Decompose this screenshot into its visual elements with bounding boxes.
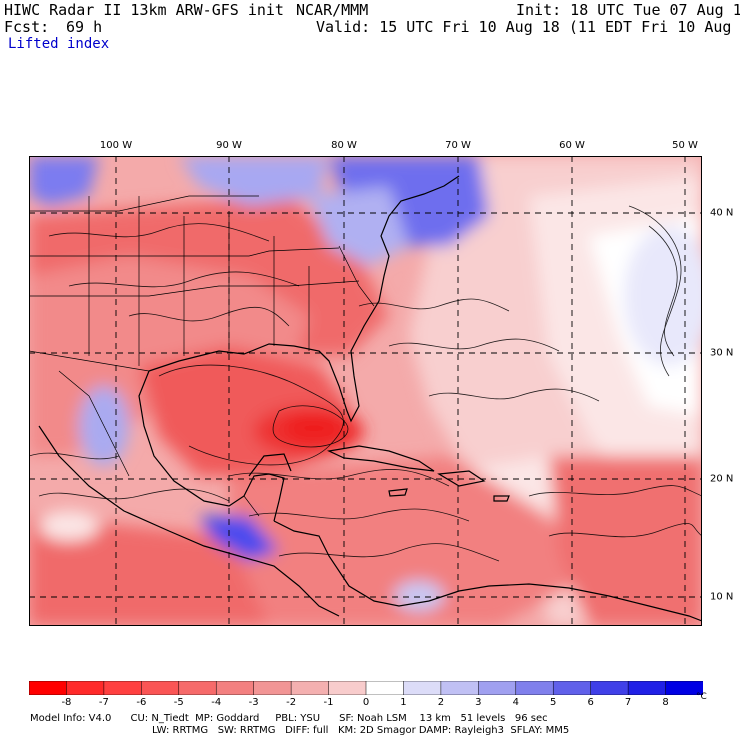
lon-label-100w: 100 W [99,140,133,151]
colorbar-swatch [178,681,217,695]
colorbar-swatch [478,681,517,695]
colorbar [29,681,703,695]
forecast-label: Fcst: [4,18,50,36]
colorbar-tick-label: 7 [624,697,632,708]
model-info-line-1: Model Info: V4.0 CU: N_Tiedt MP: Goddard… [30,713,548,724]
colorbar-swatch [328,681,367,695]
colorbar-swatch [103,681,143,695]
colorbar-tick-label: -4 [211,697,222,708]
lon-label-50w: 50 W [672,140,698,151]
colorbar-swatch [66,681,105,695]
colorbar-swatch [665,681,703,695]
lat-lon-grid [29,156,702,626]
colorbar-swatch [515,681,554,695]
lat-label-30n: 30 N [710,347,734,359]
colorbar-swatch [29,681,68,695]
organization-label: NCAR/MMM [296,1,369,19]
lon-label-90w: 90 W [216,140,242,151]
lon-label-70w: 70 W [445,140,471,151]
colorbar-swatch [590,681,629,695]
colorbar-swatch [253,681,292,695]
colorbar-tick-label: -5 [173,697,184,708]
colorbar-swatch [141,681,180,695]
colorbar-tick-label: 4 [512,697,519,708]
lat-label-40n: 40 N [710,207,734,219]
field-name: Lifted index [8,36,110,52]
model-title: HIWC Radar II 13km ARW-GFS init [4,1,284,19]
colorbar-tick-label: -6 [136,697,147,708]
contour-lines [29,205,702,562]
colorbar-tick-label: 2 [437,697,445,708]
model-info-line-2: LW: RRTMG SW: RRTMG DIFF: full KM: 2D Sm… [152,725,570,736]
colorbar-tick-label: -8 [61,697,72,708]
lifted-index-map [29,156,702,626]
lon-label-60w: 60 W [559,140,585,151]
colorbar-swatch [215,681,255,695]
colorbar-tick-label: -1 [323,697,334,708]
map-frame [29,156,702,626]
colorbar-swatch [290,681,330,695]
colorbar-tick-label: 5 [550,697,557,708]
colorbar-swatch [627,681,667,695]
colorbar-tick-label: -7 [98,697,109,708]
colorbar-tick-label: 3 [475,697,482,708]
colorbar-swatch [365,681,405,695]
colorbar-swatch [403,681,442,695]
colorbar-tick-label: 8 [662,697,669,708]
lat-label-10n: 10 N [710,591,734,603]
political-borders [29,195,375,517]
colorbar-unit: °C [696,692,707,702]
lifted-index-field [29,156,702,626]
colorbar-tick-label: 0 [362,697,370,708]
colorbar-swatch [552,681,592,695]
init-time: Init: 18 UTC Tue 07 Aug 18 [516,1,740,19]
colorbar-tick-label: 6 [587,697,594,708]
lon-label-80w: 80 W [331,140,357,151]
colorbar-tick-label: 1 [400,697,407,708]
lat-label-20n: 20 N [710,473,734,485]
forecast-hour: 69 h [66,18,103,36]
valid-time: Valid: 15 UTC Fri 10 Aug 18 (11 EDT Fri … [316,18,740,36]
colorbar-tick-label: -2 [286,697,297,708]
colorbar-tick-label: -3 [248,697,259,708]
coastlines [38,175,702,622]
colorbar-swatch [440,681,480,695]
